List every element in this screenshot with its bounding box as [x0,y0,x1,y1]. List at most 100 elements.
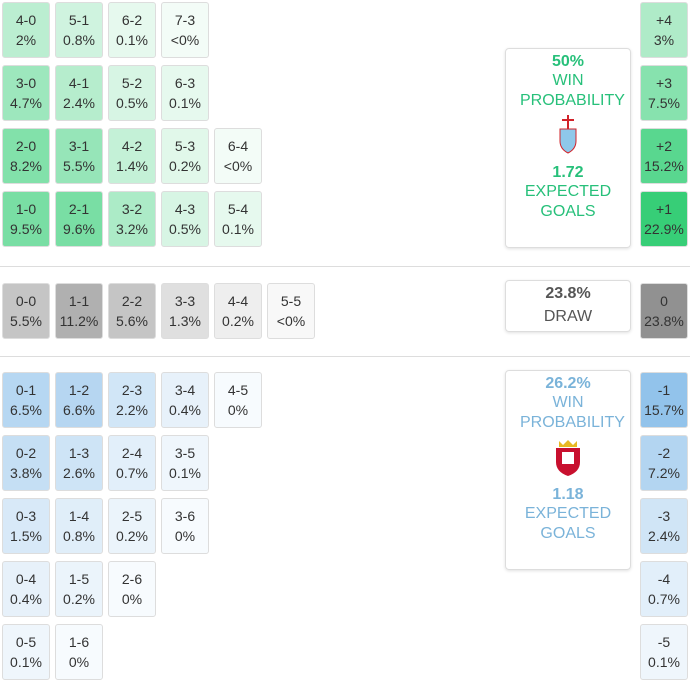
score-label: 2-4 [121,445,143,461]
expected-goals: 1.72 [552,164,584,181]
probability: 0% [68,654,90,670]
score-label: -1 [657,382,671,398]
probability: 4.7% [10,95,42,111]
score-cell: 4-4 0.2% [214,283,262,339]
score-label: 4-2 [121,138,143,154]
probability: 0.7% [116,465,148,481]
score-cell: 3-0 4.7% [2,65,50,121]
score-label: 2-2 [121,293,143,309]
xg-label: EXPECTED GOALS [524,183,612,220]
probability: 0.2% [222,313,254,329]
draw-prob: 23.8% [545,285,591,302]
home-summary: 50% WIN PROBABILITY 1.72 EXPECTED GOALS [505,48,631,248]
score-cell: 1-4 0.8% [55,498,103,554]
score-label: 4-0 [15,12,37,28]
probability: 6.5% [10,402,42,418]
probability: <0% [223,158,253,174]
score-cell: 2-4 0.7% [108,435,156,491]
score-cell: 6-2 0.1% [108,2,156,58]
probability: 2.4% [648,528,680,544]
probability: 11.2% [59,313,99,329]
score-cell: 2-1 9.6% [55,191,103,247]
score-cell: 5-3 0.2% [161,128,209,184]
draw-summary: 23.8% DRAW [505,280,631,332]
probability: 0.1% [10,654,42,670]
score-cell: 1-2 6.6% [55,372,103,428]
score-label: 0 [660,293,668,309]
probability: 0.8% [63,528,95,544]
probability: 0% [121,591,143,607]
score-label: 5-2 [121,75,143,91]
score-label: 6-4 [227,138,249,154]
score-cell: 2-6 0% [108,561,156,617]
score-cell: -1 15.7% [640,372,688,428]
score-cell: -4 0.7% [640,561,688,617]
score-cell: 4-5 0% [214,372,262,428]
probability: 23.8% [644,313,684,329]
score-label: 1-2 [68,382,90,398]
score-cell: 1-3 2.6% [55,435,103,491]
score-label: 1-6 [68,634,90,650]
score-cell: +3 7.5% [640,65,688,121]
away-summary: 26.2% WIN PROBABILITY 1.18 EXPECTED GOAL… [505,370,631,570]
probability: 1.3% [169,313,201,329]
score-label: 1-1 [68,293,90,309]
probability: 2.6% [63,465,95,481]
score-cell: 5-1 0.8% [55,2,103,58]
probability: 2.2% [116,402,148,418]
probability: 15.7% [644,402,684,418]
score-label: 1-5 [68,571,90,587]
score-cell: 1-0 9.5% [2,191,50,247]
probability: 0.1% [648,654,680,670]
divider [0,266,690,267]
win-prob: 26.2% [545,375,591,392]
score-label: 3-2 [121,201,143,217]
probability: 0.2% [169,158,201,174]
score-label: 1-0 [15,201,37,217]
probability: 0.7% [648,591,680,607]
score-label: 2-1 [68,201,90,217]
probability: 6.6% [63,402,95,418]
score-cell: 4-1 2.4% [55,65,103,121]
score-label: 6-2 [121,12,143,28]
probability: 5.5% [63,158,95,174]
probability: 1.5% [10,528,42,544]
score-cell: +1 22.9% [640,191,688,247]
score-label: 3-5 [174,445,196,461]
score-cell: 3-1 5.5% [55,128,103,184]
probability: 9.6% [63,221,95,237]
score-label: 2-0 [15,138,37,154]
score-label: 5-5 [280,293,302,309]
score-label: +3 [656,75,672,91]
score-label: 3-4 [174,382,196,398]
probability: <0% [276,313,306,329]
score-cell: 7-3 <0% [161,2,209,58]
score-cell: -5 0.1% [640,624,688,680]
score-cell: 2-2 5.6% [108,283,156,339]
score-label: 3-6 [174,508,196,524]
probability: 5.5% [10,313,42,329]
score-cell: 4-2 1.4% [108,128,156,184]
score-cell: 3-4 0.4% [161,372,209,428]
score-label: +1 [656,201,672,217]
score-label: 5-3 [174,138,196,154]
score-label: 0-4 [15,571,37,587]
probability: 0.4% [169,402,201,418]
probability: 5.6% [116,313,148,329]
score-cell: 4-0 2% [2,2,50,58]
score-label: 6-3 [174,75,196,91]
score-label: 7-3 [174,12,196,28]
score-cell: 0-2 3.8% [2,435,50,491]
score-cell: 3-2 3.2% [108,191,156,247]
probability: 0% [227,402,249,418]
score-cell: 0-1 6.5% [2,372,50,428]
divider [0,356,690,357]
probability: 0.5% [169,221,201,237]
score-cell: 0-4 0.4% [2,561,50,617]
score-label: 2-3 [121,382,143,398]
score-label: 0-3 [15,508,37,524]
score-cell: +4 3% [640,2,688,58]
probability: 3.2% [116,221,148,237]
draw-label: DRAW [543,308,593,325]
probability: 15.2% [644,158,684,174]
